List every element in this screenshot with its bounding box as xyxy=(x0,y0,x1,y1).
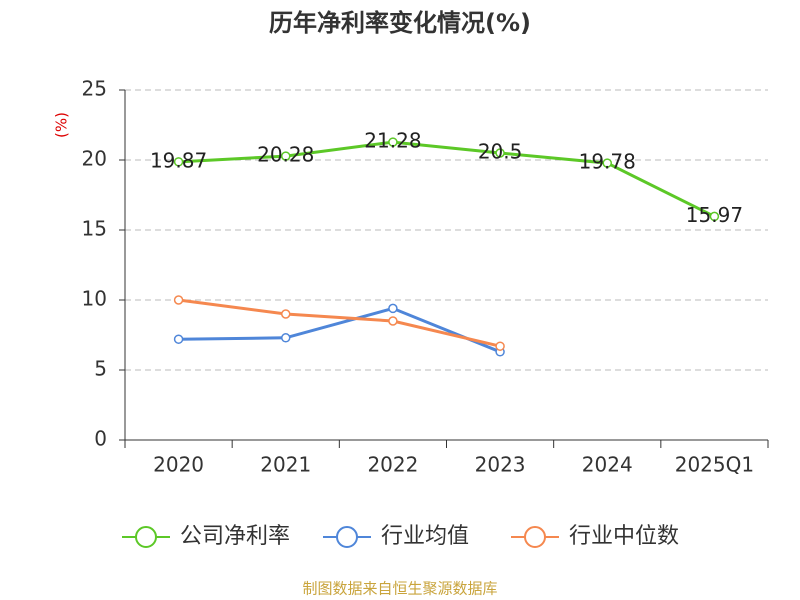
data-point xyxy=(173,295,184,305)
y-tick-label: 5 xyxy=(94,357,107,381)
chart-title: 历年净利率变化情况(%) xyxy=(269,9,531,37)
y-tick-label: 20 xyxy=(82,147,107,171)
data-point xyxy=(709,211,720,222)
x-tick-label: 2025Q1 xyxy=(675,453,754,477)
legend-marker xyxy=(336,526,358,548)
y-tick-label: 15 xyxy=(82,217,107,241)
data-point xyxy=(388,137,398,147)
x-tick-label: 2023 xyxy=(475,453,526,477)
data-point xyxy=(281,151,291,161)
x-tick-label: 2020 xyxy=(153,453,204,477)
data-point xyxy=(281,333,291,343)
data-label: 15.97 xyxy=(686,203,743,227)
data-point xyxy=(173,334,184,344)
legend-label: 行业均值 xyxy=(381,524,469,549)
y-tick-label: 25 xyxy=(82,77,107,101)
y-tick-label: 10 xyxy=(82,287,107,311)
data-label: 20.28 xyxy=(257,143,314,167)
data-point xyxy=(495,148,505,158)
legend-label: 行业中位数 xyxy=(569,524,679,549)
data-point xyxy=(495,341,505,351)
data-point xyxy=(388,316,398,326)
data-point xyxy=(173,157,184,167)
x-tick-label: 2024 xyxy=(582,453,633,477)
data-label: 20.5 xyxy=(478,140,523,164)
legend-marker xyxy=(524,526,546,548)
series-line xyxy=(178,298,501,348)
legend-marker xyxy=(135,526,157,548)
data-point xyxy=(281,309,291,319)
source-note: 制图数据来自恒生聚源数据库 xyxy=(302,580,497,598)
y-tick-label: 0 xyxy=(94,427,107,451)
data-point xyxy=(388,303,398,314)
data-label: 19.78 xyxy=(579,150,636,174)
y-axis-label: (%) xyxy=(53,112,71,138)
x-tick-label: 2022 xyxy=(367,453,418,477)
data-label: 21.28 xyxy=(364,129,421,153)
series-line xyxy=(178,306,501,354)
series-line xyxy=(178,140,716,218)
data-label: 19.87 xyxy=(150,148,207,172)
legend-label: 公司净利率 xyxy=(180,524,290,549)
data-point xyxy=(602,158,612,168)
x-tick-label: 2021 xyxy=(260,453,311,477)
